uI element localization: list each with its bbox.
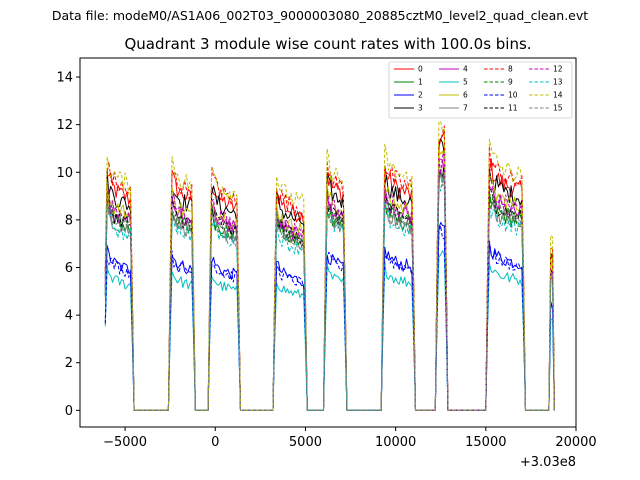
x-tick-label: 10000 [375, 435, 416, 450]
y-tick-label: 12 [56, 118, 73, 133]
series-layer [104, 120, 555, 411]
y-axis: 0 2 4 6 8 10 12 14 [56, 71, 80, 419]
x-axis: −5000 0 5000 10000 15000 20000 [103, 427, 597, 450]
legend-label: 5 [463, 78, 468, 87]
legend-label: 2 [418, 91, 423, 100]
legend-box [388, 61, 573, 119]
legend-label: 8 [508, 65, 513, 74]
x-tick-label: 15000 [465, 435, 506, 450]
y-tick-label: 14 [56, 71, 73, 86]
x-tick-label: 0 [211, 435, 219, 450]
y-tick-label: 4 [65, 309, 73, 324]
y-tick-label: 0 [65, 404, 73, 419]
y-tick-label: 10 [56, 166, 73, 181]
legend-label: 15 [553, 104, 563, 113]
legend-label: 12 [553, 65, 563, 74]
y-tick-label: 2 [65, 356, 73, 371]
legend-label: 0 [418, 65, 423, 74]
chart-title: Quadrant 3 module wise count rates with … [124, 35, 531, 53]
series-line-8 [104, 125, 555, 411]
legend-label: 4 [463, 65, 468, 74]
series-line-13 [104, 177, 555, 411]
legend-label: 14 [553, 91, 563, 100]
legend-label: 1 [418, 78, 423, 87]
legend-label: 10 [508, 91, 518, 100]
series-line-14 [104, 120, 555, 411]
legend-label: 11 [508, 104, 518, 113]
x-tick-label: 20000 [555, 435, 596, 450]
legend-label: 6 [463, 91, 468, 100]
data-file-suptitle: Data file: modeM0/AS1A06_002T03_90000030… [52, 8, 588, 23]
x-tick-label: 5000 [289, 435, 322, 450]
x-tick-label: −5000 [103, 435, 147, 450]
axes-frame [79, 57, 577, 428]
legend-label: 7 [463, 104, 468, 113]
y-tick-label: 6 [65, 261, 73, 276]
series-line-15 [104, 169, 555, 411]
x-offset-label: +3.03e8 [520, 455, 576, 470]
legend-label: 13 [553, 78, 563, 87]
legend-label: 3 [418, 104, 423, 113]
legend-label: 9 [508, 78, 513, 87]
y-tick-label: 8 [65, 213, 73, 228]
